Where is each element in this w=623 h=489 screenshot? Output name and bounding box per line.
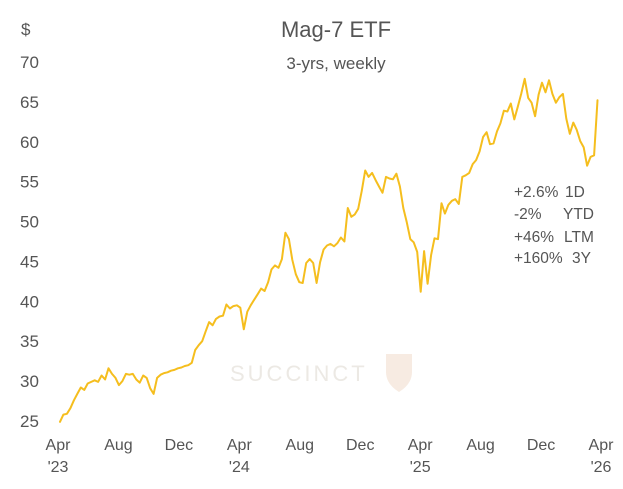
series-line xyxy=(59,77,599,423)
y-tick-label: 40 xyxy=(20,292,39,311)
x-tick-year-label: '24 xyxy=(229,459,250,476)
y-tick-label: 50 xyxy=(20,213,39,232)
watermark-text: SUCCINCT xyxy=(230,361,368,386)
annotation-period: 1D xyxy=(565,184,585,201)
x-tick-label: Aug xyxy=(466,437,494,454)
x-tick-year-label: '25 xyxy=(410,459,431,476)
y-tick-label: 70 xyxy=(20,53,39,72)
annotation-value: +2.6% xyxy=(514,184,559,201)
y-tick-label: 30 xyxy=(20,372,39,391)
y-tick-label: 65 xyxy=(20,93,39,112)
annotation-period: YTD xyxy=(563,206,594,223)
annotation-period: 3Y xyxy=(572,250,591,267)
x-tick-label: Aug xyxy=(104,437,132,454)
x-tick-label: Aug xyxy=(286,437,314,454)
watermark-logo-icon xyxy=(386,354,412,392)
y-tick-label: 55 xyxy=(20,173,39,192)
annotation-value: -2% xyxy=(514,206,542,223)
y-tick-label: 35 xyxy=(20,332,39,351)
x-tick-label: Apr xyxy=(408,437,434,454)
x-tick-label: Dec xyxy=(346,437,374,454)
x-tick-label: Apr xyxy=(589,437,615,454)
x-tick-label: Dec xyxy=(527,437,555,454)
y-tick-label: 45 xyxy=(20,252,39,271)
y-tick-label: 25 xyxy=(20,412,39,431)
y-axis: 25 30 35 40 45 50 55 60 65 70 xyxy=(20,53,39,431)
chart-title: Mag-7 ETF xyxy=(281,17,391,42)
chart-subtitle: 3-yrs, weekly xyxy=(286,54,386,73)
x-tick-label: Apr xyxy=(227,437,253,454)
x-tick-year-label: '26 xyxy=(591,459,612,476)
annotation-value: +46% xyxy=(514,229,554,246)
annotation-value: +160% xyxy=(514,250,563,267)
watermark: SUCCINCT xyxy=(230,354,412,392)
annotation-period: LTM xyxy=(564,229,594,246)
x-tick-label: Apr xyxy=(46,437,72,454)
x-tick-year-label: '23 xyxy=(48,459,69,476)
x-tick-label: Dec xyxy=(165,437,193,454)
plot-area xyxy=(59,77,599,423)
performance-annotations: +2.6% 1D -2% YTD +46% LTM +160% 3Y xyxy=(514,184,594,267)
x-axis: Apr '23 Aug Dec Apr '24 Aug Dec Apr '25 Aug Dec Apr '… xyxy=(46,437,615,476)
y-axis-unit-label: $ xyxy=(21,20,31,39)
y-tick-label: 60 xyxy=(20,133,39,152)
